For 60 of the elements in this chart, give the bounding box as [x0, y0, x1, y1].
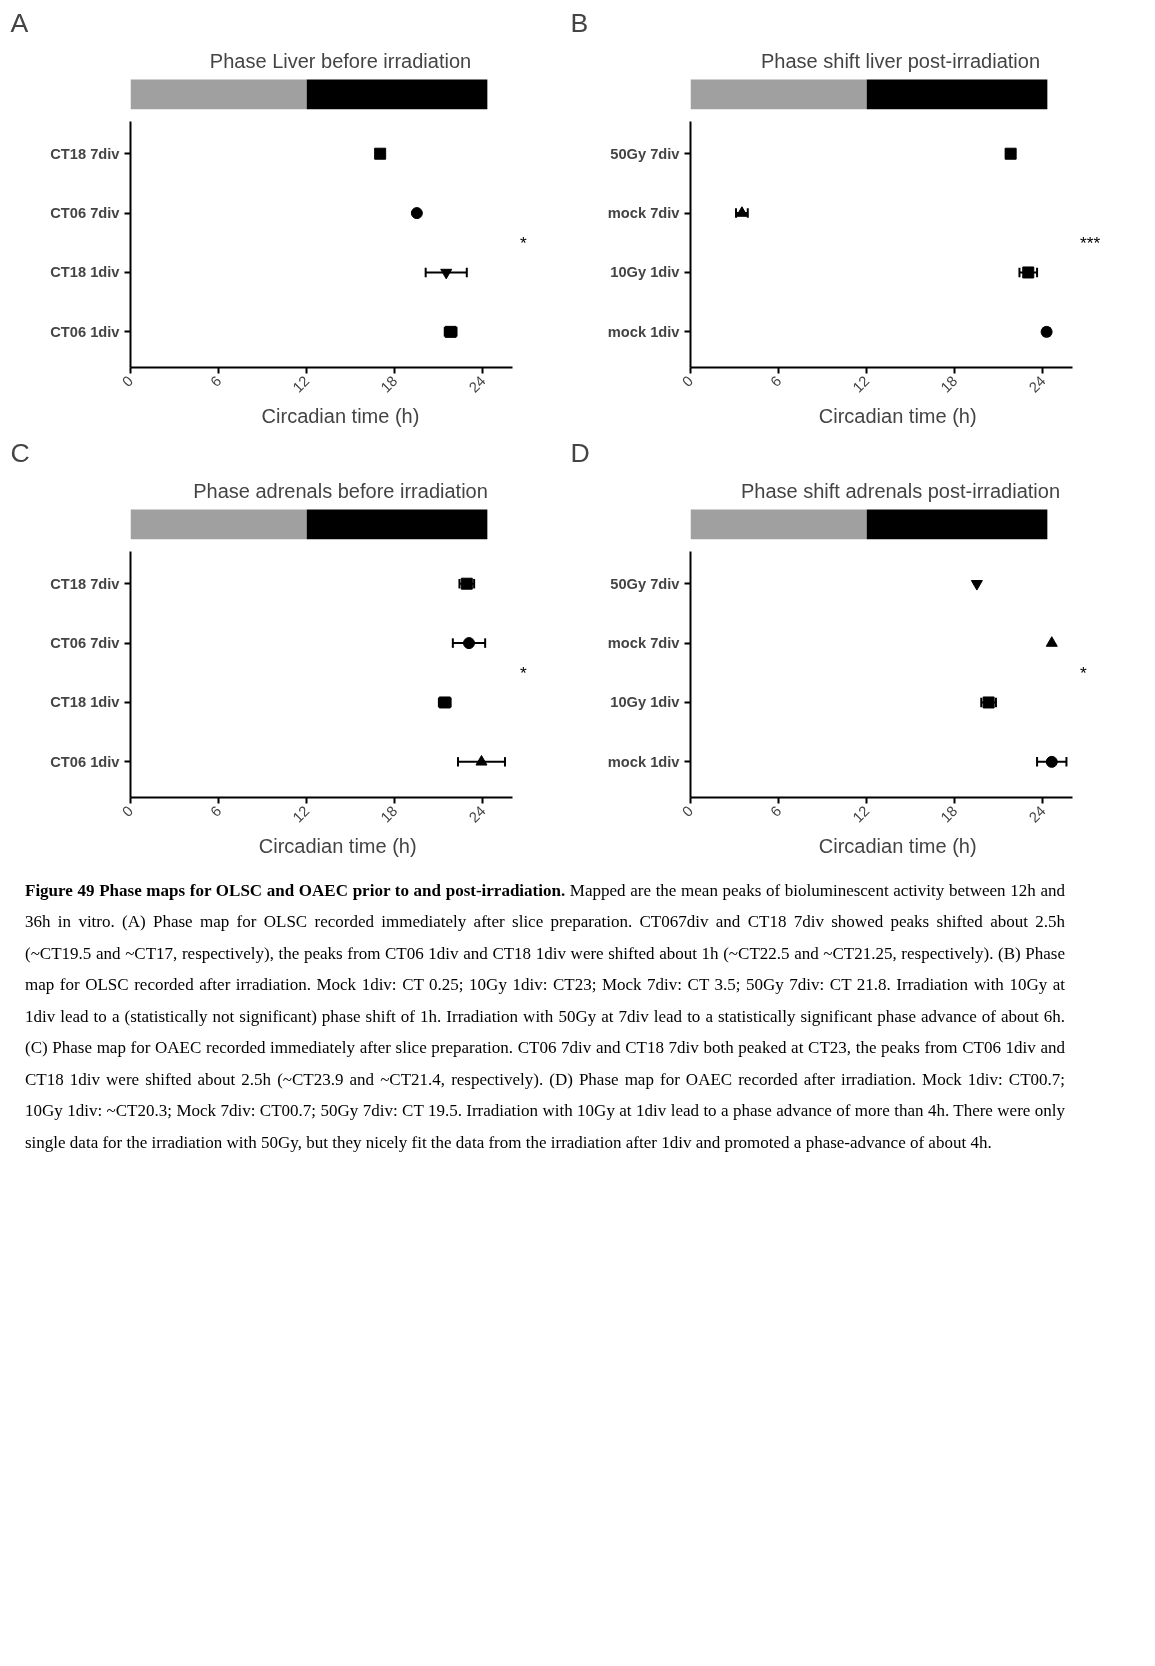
x-tick-label: 12	[289, 372, 313, 396]
y-tick-label: CT06 7div	[50, 205, 121, 222]
y-tick-label: CT06 1div	[50, 323, 121, 340]
x-tick-label: 0	[679, 802, 697, 820]
y-tick-label: mock 7div	[607, 205, 681, 222]
x-tick-label: 18	[937, 372, 961, 396]
x-tick-label: 24	[465, 372, 489, 396]
chart-title: Phase Liver before irradiation	[209, 49, 472, 72]
x-tick-label: 12	[289, 802, 313, 826]
y-tick-label: CT18 1div	[50, 264, 121, 281]
point	[1022, 266, 1035, 279]
x-tick-label: 0	[119, 372, 137, 390]
y-tick-label: CT18 7div	[50, 145, 121, 162]
x-tick-label: 12	[849, 372, 873, 396]
x-axis-title: Circadian time (h)	[818, 405, 977, 428]
text: B	[570, 7, 589, 38]
y-tick-label: 10Gy 1div	[610, 264, 681, 281]
x-tick-label: 24	[1025, 372, 1049, 396]
text: *	[519, 662, 527, 683]
x-axis-title: Circadian time (h)	[818, 835, 977, 858]
point	[440, 268, 453, 280]
point	[374, 147, 387, 160]
caption: Figure 49 Phase maps for OLSC and OAEC prior to and post-irradiation.	[25, 881, 566, 900]
x-axis-title: Circadian time (h)	[261, 405, 420, 428]
chart-title: Phase shift liver post-irradiation	[760, 49, 1041, 72]
y-tick-label: CT18 1div	[50, 694, 121, 711]
y-tick-label: 50Gy 7div	[610, 145, 681, 162]
x-tick-label: 24	[1025, 802, 1049, 826]
y-tick-label: mock 1div	[607, 753, 681, 770]
text: *	[1079, 662, 1087, 683]
text: A	[10, 7, 29, 38]
x-tick-label: 0	[679, 372, 697, 390]
point	[1004, 147, 1017, 160]
x-axis-title: Circadian time (h)	[258, 835, 417, 858]
point	[475, 755, 488, 766]
text: ***	[1079, 232, 1101, 253]
text: *	[519, 232, 527, 253]
y-tick-label: CT06 1div	[50, 753, 121, 770]
x-tick-label: 18	[937, 802, 961, 826]
x-tick-label: 18	[377, 802, 401, 826]
x-tick-label: 0	[119, 802, 137, 820]
x-tick-label: 6	[207, 372, 225, 390]
x-tick-label: 6	[207, 802, 225, 820]
x-tick-label: 6	[767, 802, 785, 820]
x-tick-label: 18	[377, 372, 401, 396]
text: D	[570, 437, 590, 468]
text: C	[10, 437, 30, 468]
y-tick-label: CT18 7div	[50, 575, 121, 592]
y-tick-label: mock 1div	[607, 323, 681, 340]
chart-title: Phase shift adrenals post-irradiation	[740, 479, 1061, 502]
y-tick-label: mock 7div	[607, 635, 681, 652]
y-tick-label: CT06 7div	[50, 635, 121, 652]
x-tick-label: 6	[767, 372, 785, 390]
x-tick-label: 24	[465, 802, 489, 826]
y-tick-label: 10Gy 1div	[610, 694, 681, 711]
point	[463, 637, 475, 650]
y-tick-label: 50Gy 7div	[610, 575, 681, 592]
chart-title: Phase adrenals before irradiation	[193, 479, 488, 502]
point	[410, 207, 423, 220]
x-tick-label: 12	[849, 802, 873, 826]
